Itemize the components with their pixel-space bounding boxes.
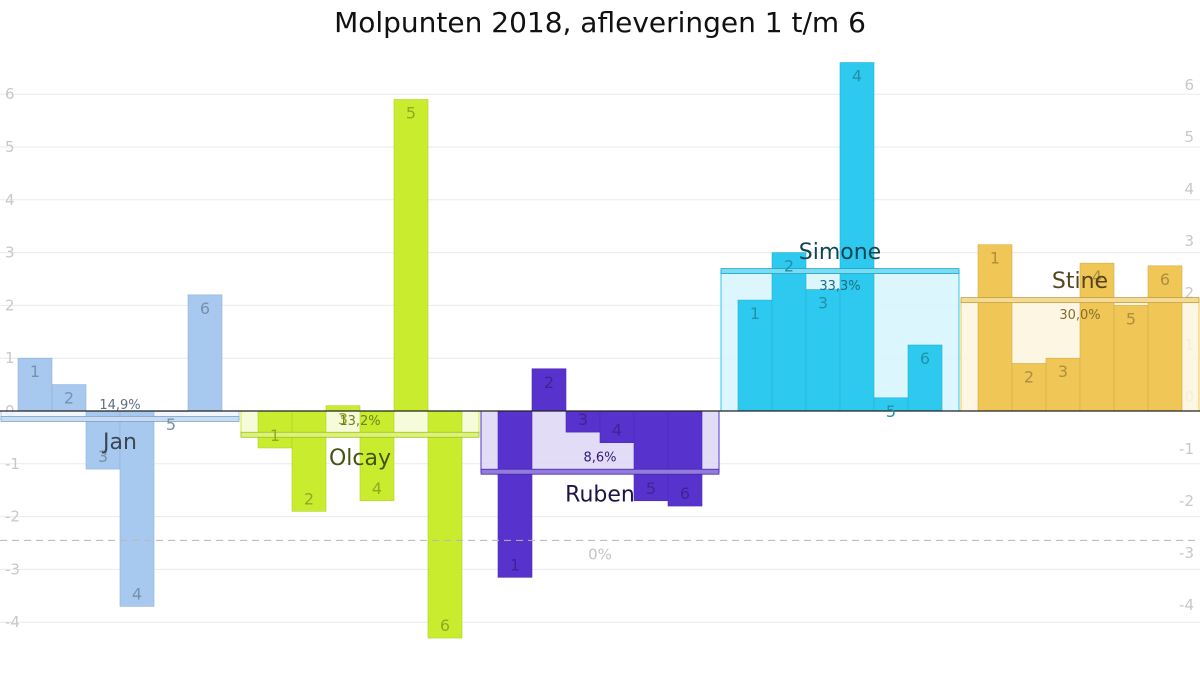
series-percentage-label: 14,9% — [99, 398, 140, 413]
bar-episode-label: 5 — [166, 415, 176, 434]
series-percentage-label: 30,0% — [1059, 308, 1100, 323]
bar-episode-label: 1 — [30, 362, 40, 381]
right-tick-label: -1 — [1179, 440, 1194, 458]
bar-episode-label: 6 — [680, 484, 690, 503]
bar-episode-label: 5 — [886, 402, 896, 421]
bar-episode-label: 6 — [200, 299, 210, 318]
average-lines — [0, 268, 1200, 475]
bar — [771, 252, 807, 412]
bar — [977, 244, 1013, 412]
bar-episode-label: 5 — [1126, 309, 1136, 328]
average-line — [240, 431, 480, 438]
bar-episode-label: 4 — [612, 421, 622, 440]
average-line — [480, 468, 720, 475]
left-tick-label: 3 — [5, 244, 15, 262]
bar-episode-label: 2 — [304, 489, 314, 508]
bar-episode-label: 5 — [406, 103, 416, 122]
bar-episode-label: 2 — [1024, 367, 1034, 386]
bar — [907, 344, 943, 412]
chart-title: Molpunten 2018, afleveringen 1 t/m 6 — [334, 6, 866, 39]
bar-episode-label: 2 — [64, 389, 74, 408]
bar-episode-label: 3 — [98, 447, 108, 466]
series-name-label: Olcay — [329, 446, 391, 471]
bar — [17, 357, 53, 412]
series-name-label: Simone — [799, 240, 881, 265]
left-tick-label: 4 — [5, 191, 15, 209]
right-tick-label: 5 — [1184, 128, 1194, 146]
bar-episode-label: 1 — [270, 426, 280, 445]
left-tick-label: 5 — [5, 138, 15, 156]
bar-episode-label: 6 — [1160, 270, 1170, 289]
left-tick-label: 6 — [5, 85, 15, 103]
bar-episode-label: 4 — [1092, 267, 1102, 286]
bar-episode-label: 1 — [510, 555, 520, 574]
bar-episode-label: 2 — [784, 257, 794, 276]
average-line — [720, 268, 960, 274]
bar-episode-label: 4 — [132, 584, 142, 603]
series-percentage-label: 13,2% — [339, 414, 380, 429]
right-tick-label: 3 — [1184, 232, 1194, 250]
left-tick-label: 2 — [5, 296, 15, 314]
zero-percent-label: 0% — [588, 545, 612, 563]
bar — [1079, 262, 1115, 412]
bar-episode-label: 5 — [646, 479, 656, 498]
series-name-label: Ruben — [565, 483, 635, 508]
right-tick-label: 4 — [1184, 180, 1194, 198]
bar — [497, 410, 533, 578]
labels: 1 2 3 4 5 6 Jan 14,9% 1 2 3 4 5 6 Olcay 13,2% 1 2 3 4 5 6 Rube… — [30, 67, 1170, 636]
bar — [119, 410, 155, 607]
left-tick-label: -2 — [5, 508, 20, 526]
bar — [359, 410, 395, 502]
bar — [51, 384, 87, 412]
bar — [1113, 305, 1149, 412]
bar — [257, 410, 293, 449]
series-percentage-label: 8,6% — [583, 451, 616, 466]
series-name-label: Stine — [1052, 269, 1108, 294]
bar-episode-label: 1 — [750, 304, 760, 323]
bar — [839, 62, 875, 412]
bar-episode-label: 3 — [578, 410, 588, 429]
right-tick-label: -3 — [1179, 544, 1194, 562]
bar — [805, 289, 841, 412]
left-tick-label: 1 — [5, 349, 15, 367]
bar-episode-label: 3 — [818, 294, 828, 313]
bar-episode-label: 3 — [1058, 362, 1068, 381]
bars — [17, 62, 1183, 639]
bar — [1011, 363, 1047, 412]
bar-episode-label: 6 — [440, 616, 450, 635]
series-name-label: Jan — [101, 430, 137, 455]
right-tick-label: -2 — [1179, 492, 1194, 510]
right-tick-label: -4 — [1179, 596, 1194, 614]
bar-episode-label: 3 — [338, 410, 348, 429]
series-percentage-label: 33,3% — [819, 279, 860, 294]
bar — [1045, 357, 1081, 412]
bar — [667, 410, 703, 507]
left-tick-label: -1 — [5, 455, 20, 473]
bar — [633, 410, 669, 502]
bar-episode-label: 6 — [920, 349, 930, 368]
right-tick-label: 2 — [1184, 284, 1194, 302]
bar-episode-label: 2 — [544, 373, 554, 392]
bar — [187, 294, 223, 412]
bar-episode-label: 4 — [852, 67, 862, 86]
left-tick-label: -3 — [5, 560, 20, 578]
bar — [427, 410, 463, 639]
bar-episode-label: 4 — [372, 479, 382, 498]
bar — [737, 299, 773, 412]
average-line — [0, 416, 240, 422]
bar — [291, 410, 327, 512]
left-tick-label: -4 — [5, 613, 20, 631]
bar-episode-label: 1 — [990, 249, 1000, 268]
right-tick-label: 6 — [1184, 76, 1194, 94]
bar — [393, 99, 429, 412]
bar — [531, 368, 567, 412]
average-line — [960, 297, 1200, 304]
